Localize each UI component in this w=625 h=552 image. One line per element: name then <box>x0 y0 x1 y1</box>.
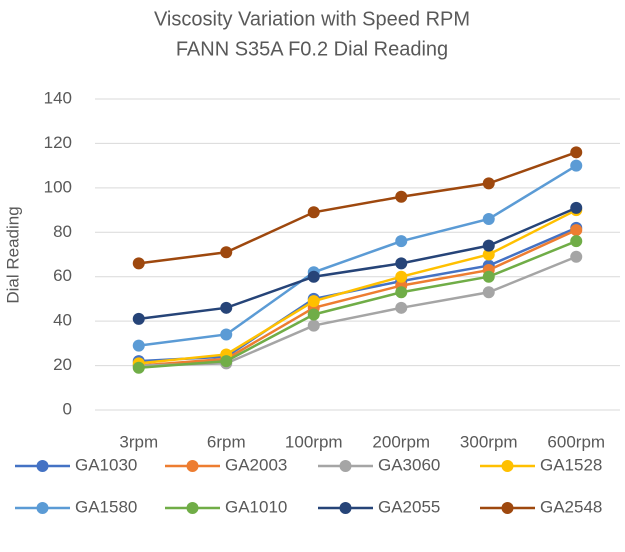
data-point <box>220 355 233 368</box>
legend-marker <box>339 460 352 472</box>
data-point <box>307 295 320 308</box>
legend-marker <box>339 502 352 514</box>
data-point <box>570 146 583 159</box>
data-point <box>307 319 320 332</box>
chart-title: Viscosity Variation with Speed RPM <box>154 8 470 30</box>
data-point <box>307 270 320 283</box>
x-tick-label: 600rpm <box>547 432 605 451</box>
y-tick-label: 20 <box>53 355 72 374</box>
legend-label: GA1030 <box>75 455 137 474</box>
x-tick-label: 3rpm <box>119 432 158 451</box>
data-point <box>482 286 495 299</box>
data-point <box>395 301 408 314</box>
data-point <box>395 235 408 248</box>
legend-label: GA1528 <box>540 455 602 474</box>
y-tick-label: 40 <box>53 311 72 330</box>
data-point <box>482 239 495 252</box>
data-point <box>395 190 408 203</box>
data-point <box>395 270 408 283</box>
data-point <box>307 308 320 321</box>
legend-label: GA2055 <box>378 497 440 516</box>
data-point <box>220 246 233 259</box>
series-line <box>138 228 577 367</box>
data-point <box>570 250 583 263</box>
data-point <box>220 328 233 341</box>
y-tick-label: 100 <box>44 177 72 196</box>
legend-label: GA3060 <box>378 455 440 474</box>
legend-marker <box>36 502 49 514</box>
chart-subtitle: FANN S35A F0.2 Dial Reading <box>176 38 448 60</box>
x-tick-label: 200rpm <box>372 432 430 451</box>
data-point <box>482 177 495 190</box>
data-point <box>570 159 583 172</box>
series-line <box>138 208 577 365</box>
legend-marker <box>501 502 514 514</box>
legend-marker <box>501 460 514 472</box>
legend-label: GA2548 <box>540 497 602 516</box>
y-tick-label: 60 <box>53 266 72 285</box>
legend-marker <box>36 460 49 472</box>
legend-label: GA1010 <box>225 497 287 516</box>
data-point <box>395 286 408 299</box>
x-tick-label: 6rpm <box>207 432 246 451</box>
x-tick-label: 100rpm <box>285 432 343 451</box>
data-point <box>220 301 233 314</box>
legend-label: GA2003 <box>225 455 287 474</box>
legend-marker <box>186 502 199 514</box>
legend-label: GA1580 <box>75 497 137 516</box>
series-line <box>138 164 577 347</box>
data-point <box>395 257 408 270</box>
series-line <box>138 206 577 321</box>
data-point <box>132 312 145 325</box>
series-line <box>138 255 577 367</box>
legend-marker <box>186 460 199 472</box>
y-tick-label: 80 <box>53 222 72 241</box>
data-point <box>482 248 495 261</box>
x-tick-label: 300rpm <box>460 432 518 451</box>
data-point <box>570 201 583 214</box>
series-line <box>138 151 577 265</box>
y-tick-label: 0 <box>63 399 72 418</box>
series-line <box>138 240 577 370</box>
data-point <box>482 270 495 283</box>
series-line <box>138 226 577 363</box>
data-point <box>132 339 145 352</box>
data-point <box>132 361 145 374</box>
y-tick-label: 120 <box>44 133 72 152</box>
data-point <box>132 257 145 270</box>
y-tick-label: 140 <box>44 88 72 107</box>
y-axis-label: Dial Reading <box>3 206 22 303</box>
data-point <box>482 212 495 225</box>
data-point <box>570 235 583 248</box>
data-point <box>570 224 583 237</box>
data-point <box>307 206 320 219</box>
